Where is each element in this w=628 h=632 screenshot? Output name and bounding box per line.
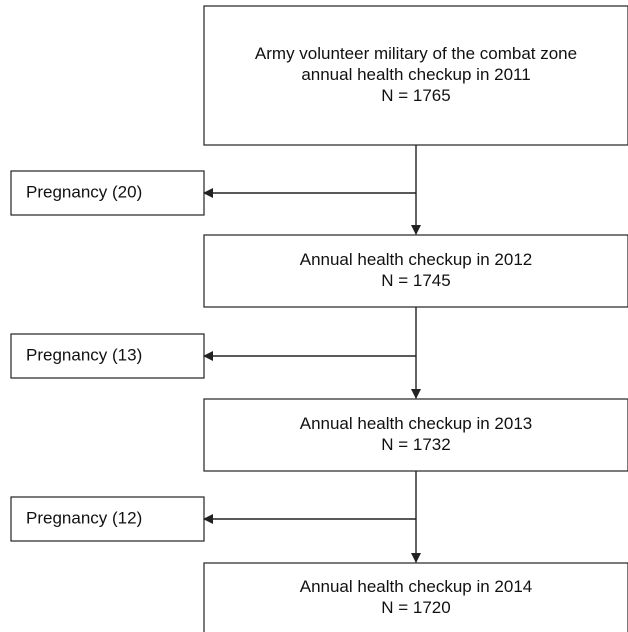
node-box (203, 5, 628, 146)
connectors (203, 145, 421, 563)
node-text: Annual health checkup in 2014 (300, 577, 533, 596)
node-text: Army volunteer military of the combat zo… (255, 44, 577, 63)
node-box (203, 562, 628, 632)
node-box (203, 398, 628, 472)
node-text: Annual health checkup in 2012 (300, 250, 533, 269)
exclusion-text: Pregnancy (12) (26, 508, 142, 527)
node-text: N = 1745 (381, 271, 450, 290)
node-text: N = 1765 (381, 86, 450, 105)
exclusion-text: Pregnancy (20) (26, 182, 142, 201)
node-text: N = 1720 (381, 598, 450, 617)
node-box (203, 234, 628, 308)
exclusion-box (10, 170, 205, 216)
node-text: Annual health checkup in 2013 (300, 414, 533, 433)
node-text: N = 1732 (381, 435, 450, 454)
exclusion-text: Pregnancy (13) (26, 345, 142, 364)
exclusion-box (10, 496, 205, 542)
exclusion-box (10, 333, 205, 379)
node-text: annual health checkup in 2011 (301, 65, 530, 84)
